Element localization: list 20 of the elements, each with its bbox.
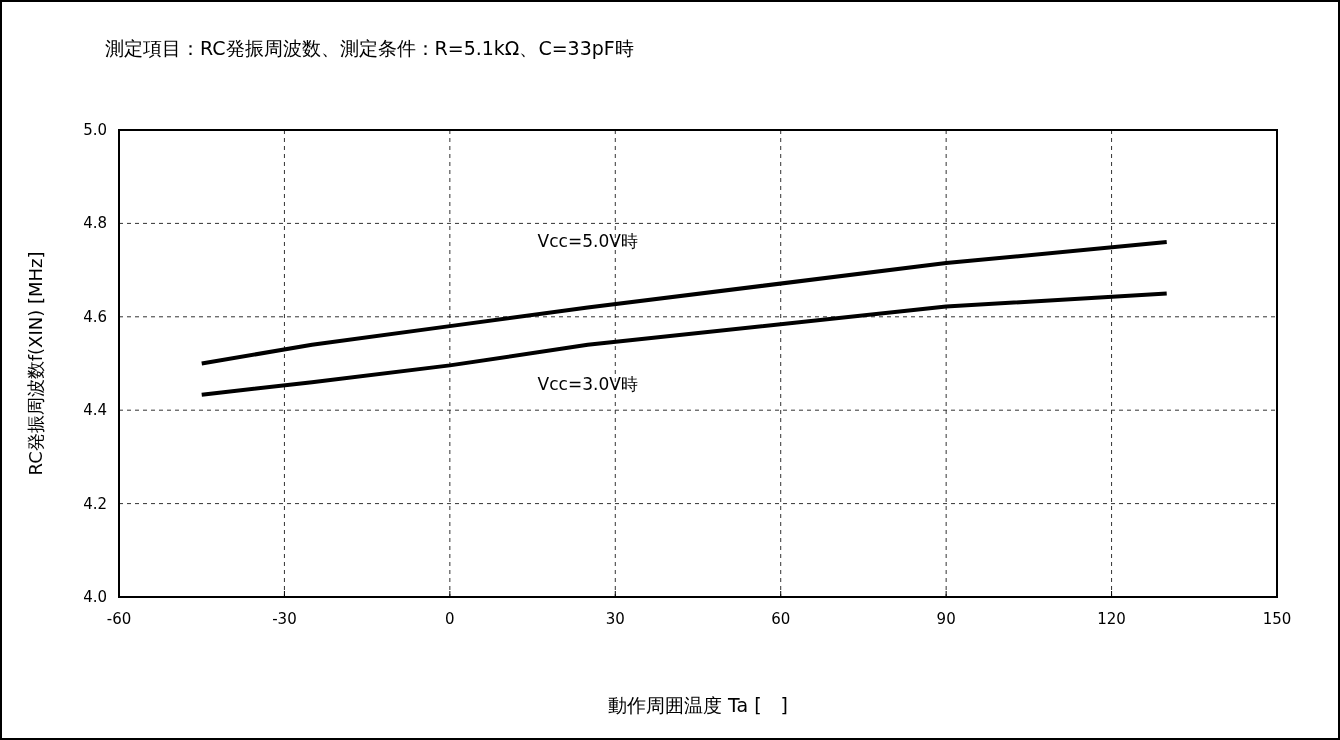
y-tick-label: 4.4	[83, 401, 107, 420]
series-label: Vcc=3.0V時	[537, 373, 638, 394]
x-tick-label: 120	[1097, 610, 1126, 628]
y-tick-label: 5.0	[83, 121, 107, 139]
y-tick-label: 4.6	[83, 307, 107, 326]
x-tick-label: 90	[936, 610, 956, 628]
x-tick-label: 30	[605, 610, 625, 628]
line-series	[199, 291, 1169, 397]
y-tick-label: 4.0	[83, 588, 107, 606]
chart-title: 測定項目：RC発振周波数、測定条件：R=5.1kΩ、C=33pF時	[105, 37, 634, 59]
x-tick-label: 0	[445, 610, 455, 628]
x-tick-label: -30	[272, 610, 297, 628]
x-tick-label: 60	[771, 610, 791, 628]
text: Vcc=5.0V時	[537, 231, 638, 252]
x-tick-label: 150	[1262, 610, 1292, 628]
y-tick-label: 4.8	[83, 214, 107, 233]
x-axis-title: 動作周囲温度 Ta [ ]	[607, 694, 789, 716]
y-axis-title: RC発振周波数f(XIN) [MHz]	[25, 251, 46, 476]
x-tick-label: -60	[106, 610, 132, 628]
y-tick-label: 4.2	[83, 494, 107, 513]
